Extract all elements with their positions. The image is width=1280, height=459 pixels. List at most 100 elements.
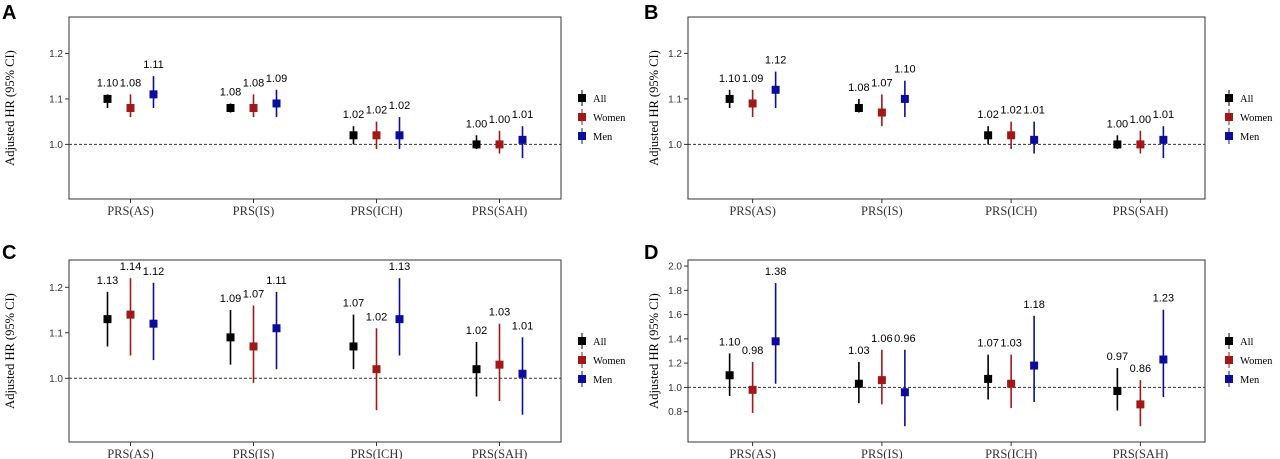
point-all [103,94,112,103]
point-women [877,376,886,385]
point-all [226,333,235,342]
y-tick-label: 1.2 [49,283,63,294]
legend-label-women: Women [1240,113,1273,124]
data-label: 1.18 [1023,299,1044,311]
panel-d: D 0.8 1.0 1.2 1.4 1.6 1.8 2.0 Adjusted HR (95% C… [644,242,1273,459]
point-women [249,342,258,351]
point-men [395,315,404,324]
point-all [226,104,235,112]
data-label: 1.08 [848,82,869,94]
data-label: 1.00 [1107,118,1128,130]
point-women [495,140,504,149]
data-label: 1.02 [1000,105,1021,117]
x-tick-label: PRS(ICH) [985,447,1037,459]
data-label: 0.96 [894,333,915,345]
panel-letter: A [2,2,16,24]
data-label: 1.07 [871,77,892,89]
y-axis-title: Adjusted HR (95% CI) [647,50,661,166]
y-tick-label: 1.1 [49,94,63,105]
point-men [395,131,404,140]
point-women [495,360,504,369]
data-label: 1.38 [765,266,786,278]
x-tick-label: PRS(AS) [107,204,154,218]
data-label: 1.01 [1153,109,1174,121]
data-label: 1.02 [977,109,998,121]
panel-b: B 1.0 1.1 1.2 Adjusted HR (95% CI) PRS(AS) PRS… [644,2,1273,218]
point-all [103,315,112,324]
data-label: 1.06 [871,333,892,345]
point-women [748,385,757,394]
data-label: 1.14 [120,261,141,273]
legend-label-men: Men [593,375,613,386]
point-men [518,135,527,144]
y-tick-label: 1.1 [49,328,63,339]
plot-frame [687,259,1206,443]
data-label: 0.86 [1130,363,1151,375]
y-tick-label: 1.0 [49,374,63,385]
data-label: 1.07 [977,338,998,350]
point-women [372,131,381,140]
legend: All Women Men [578,333,626,387]
y-tick-label: 1.1 [668,94,682,105]
data-label: 1.03 [1000,338,1021,350]
data-label: 1.12 [765,55,786,67]
x-tick-label: PRS(AS) [729,447,776,459]
data-label: 1.01 [512,320,533,332]
point-all [854,379,863,388]
data-label: 1.09 [742,73,763,85]
point-men [1030,361,1039,370]
point-men [1159,135,1168,144]
point-women [877,108,886,117]
data-label: 1.11 [143,59,164,71]
point-women [126,310,135,319]
x-tick-label: PRS(SAH) [472,447,528,459]
legend: All Women Men [578,90,626,144]
y-tick-label: 1.4 [668,334,682,345]
y-tick-label: 1.0 [668,383,682,394]
data-label: 1.02 [466,325,487,337]
point-men [149,90,158,99]
data-label: 1.09 [266,73,287,85]
y-axis-title: Adjusted HR (95% CI) [3,293,17,409]
data-label: 1.00 [466,118,487,130]
y-tick-label: 0.8 [668,407,682,418]
panel-letter: C [2,242,16,264]
data-label: 1.13 [97,275,118,287]
data-label: 1.09 [220,293,241,305]
y-tick-label: 1.8 [668,286,682,297]
x-tick-label: PRS(AS) [729,204,776,218]
data-label: 1.02 [366,105,387,117]
panel-letter: B [644,2,658,24]
legend-label-men: Men [1240,375,1260,386]
x-tick-label: PRS(ICH) [985,204,1037,218]
legend-label-men: Men [1240,132,1260,143]
data-label: 1.08 [220,86,241,98]
legend: All Women Men [1225,90,1273,144]
data-label: 1.10 [894,64,915,76]
point-men [1159,355,1168,364]
x-tick-label: PRS(ICH) [350,204,402,218]
y-tick-label: 1.2 [668,359,682,370]
data-label: 1.02 [343,109,364,121]
point-women [1136,400,1145,409]
legend: All Women Men [1225,333,1273,387]
point-all [349,131,358,140]
point-all [984,131,993,140]
point-men [771,337,780,346]
data-label: 1.00 [1130,114,1151,126]
data-label: 1.01 [512,109,533,121]
point-women [249,104,258,112]
legend-label-all: All [1240,94,1254,105]
data-label: 1.00 [489,114,510,126]
x-tick-label: PRS(ICH) [350,447,402,459]
data-label: 1.03 [489,307,510,319]
legend-label-women: Women [593,356,626,367]
point-all [1113,140,1122,149]
point-men [900,388,909,397]
y-tick-label: 1.6 [668,310,682,321]
data-label: 0.97 [1107,351,1128,363]
panel-letter: D [644,242,658,264]
point-men [272,324,281,333]
y-axis-title: Adjusted HR (95% CI) [3,50,17,166]
x-tick-label: PRS(IS) [233,204,275,218]
